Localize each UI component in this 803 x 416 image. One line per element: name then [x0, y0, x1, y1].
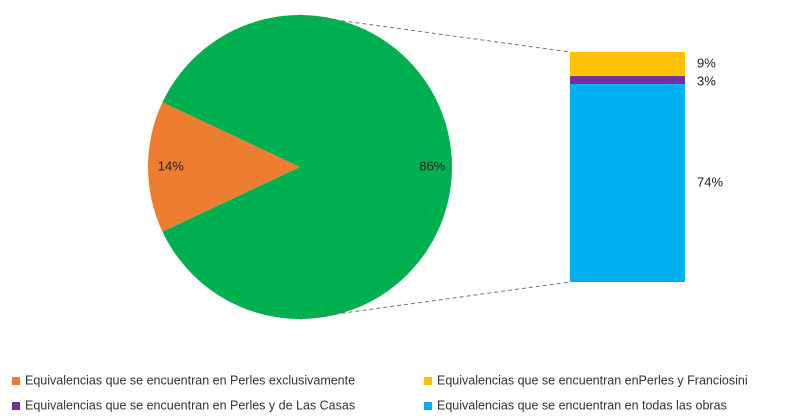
legend-swatch	[12, 377, 20, 385]
legend: Equivalencias que se encuentran en Perle…	[12, 373, 748, 412]
connector-line	[299, 281, 571, 320]
data-label: 74%	[697, 174, 723, 189]
legend-label: Equivalencias que se encuentran en Perle…	[25, 373, 355, 387]
data-label: 3%	[697, 74, 716, 89]
data-label: 14%	[158, 158, 184, 173]
data-label: 86%	[419, 158, 445, 173]
data-label: 9%	[697, 55, 716, 70]
plot-area: 14% 86% 9% 3% 74%	[148, 14, 723, 320]
connector-line	[299, 14, 571, 53]
bar-segment	[570, 52, 685, 77]
legend-swatch	[424, 377, 432, 385]
legend-label: Equivalencias que se encuentran enPerles…	[437, 373, 748, 387]
bar-segment	[570, 84, 685, 283]
legend-label: Equivalencias que se encuentran en Perle…	[25, 398, 355, 412]
pie-slice	[162, 14, 452, 319]
bar-segment	[570, 76, 685, 85]
legend-label: Equivalencias que se encuentran en todas…	[437, 398, 727, 412]
legend-swatch	[12, 402, 20, 410]
legend-swatch	[424, 402, 432, 410]
pie-slice	[148, 102, 300, 232]
